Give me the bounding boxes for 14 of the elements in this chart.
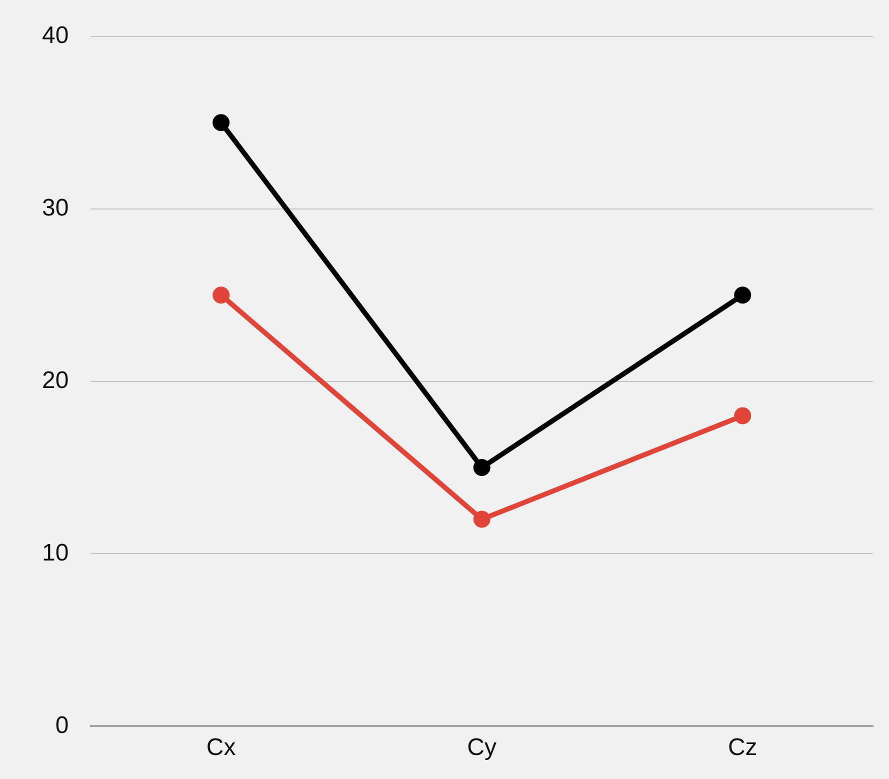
point (212, 114, 230, 132)
x-tick-label: Cx (206, 734, 236, 762)
x-tick-label: Cz (728, 734, 758, 762)
y-tick-label: 20 (42, 366, 69, 394)
y-tick-label: 10 (42, 539, 69, 566)
y-tick-label: 30 (42, 194, 69, 222)
y-tick-label: 40 (42, 22, 69, 50)
x-tick-label: Cy (467, 734, 497, 762)
point (734, 286, 752, 304)
point (212, 286, 230, 304)
point (473, 510, 490, 528)
y-tick-label: 0 (55, 712, 69, 739)
point (734, 407, 752, 424)
point (473, 459, 490, 476)
